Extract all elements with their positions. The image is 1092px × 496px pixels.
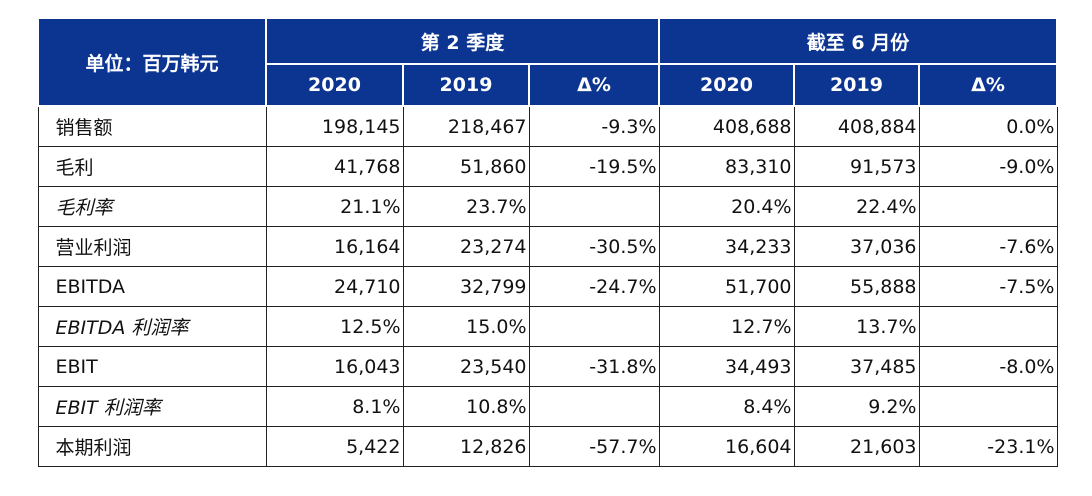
row-label: 毛利 xyxy=(37,146,267,187)
ytd-2019-cell: 408,884 xyxy=(793,105,920,147)
q2-2019-cell: 218,467 xyxy=(402,105,530,147)
q2-2020-cell: 41,768 xyxy=(265,146,404,187)
financial-results-table: 单位：百万韩元 第 2 季度 截至 6 月份 2020 2019 Δ% 2020… xyxy=(37,17,1058,467)
table-row: 本期利润 5,422 12,826 -57.7% 16,604 21,603 -… xyxy=(37,426,1058,467)
table-row: EBIT 16,043 23,540 -31.8% 34,493 37,485 … xyxy=(37,346,1058,387)
q2-delta-cell: -57.7% xyxy=(528,426,660,467)
ytd-2019-cell: 37,036 xyxy=(793,226,920,267)
q2-delta-cell: -9.3% xyxy=(528,105,660,147)
q2-2019-cell: 15.0% xyxy=(402,306,530,347)
q2-2019-cell: 23,274 xyxy=(402,226,530,267)
ytd-2020-cell: 408,688 xyxy=(658,105,795,147)
ytd-2019-cell: 55,888 xyxy=(793,266,920,307)
ytd-2020-cell: 16,604 xyxy=(658,426,795,467)
q2-2020-cell: 12.5% xyxy=(265,306,404,347)
q2-2020-cell: 8.1% xyxy=(265,386,404,427)
row-label: 毛利率 xyxy=(37,186,267,227)
q2-2019-cell: 32,799 xyxy=(402,266,530,307)
q2-2020-cell: 21.1% xyxy=(265,186,404,227)
q2-delta-cell: -19.5% xyxy=(528,146,660,187)
ytd-delta-cell: -8.0% xyxy=(918,346,1058,387)
q2-2019-cell: 10.8% xyxy=(402,386,530,427)
q2-delta-cell xyxy=(528,386,660,427)
ytd-2019-cell: 37,485 xyxy=(793,346,920,387)
q2-delta-header: Δ% xyxy=(528,63,660,107)
row-label: 本期利润 xyxy=(37,426,267,467)
table-row: 销售额 198,145 218,467 -9.3% 408,688 408,88… xyxy=(37,105,1058,147)
ytd-2020-cell: 8.4% xyxy=(658,386,795,427)
ytd-delta-cell: 0.0% xyxy=(918,105,1058,147)
q2-2020-cell: 198,145 xyxy=(265,105,404,147)
ytd-2020-cell: 12.7% xyxy=(658,306,795,347)
q2-delta-cell: -30.5% xyxy=(528,226,660,267)
ytd-2019-cell: 21,603 xyxy=(793,426,920,467)
row-label: EBIT 利润率 xyxy=(37,386,267,427)
unit-header: 单位：百万韩元 xyxy=(37,17,267,107)
ytd-delta-cell: -9.0% xyxy=(918,146,1058,187)
table-row: 毛利率 21.1% 23.7% 20.4% 22.4% xyxy=(37,186,1058,227)
ytd-delta-cell xyxy=(918,306,1058,347)
row-label: 营业利润 xyxy=(37,226,267,267)
table-row: EBITDA 24,710 32,799 -24.7% 51,700 55,88… xyxy=(37,266,1058,307)
ytd-group-header: 截至 6 月份 xyxy=(658,17,1058,65)
ytd-2019-cell: 13.7% xyxy=(793,306,920,347)
ytd-2020-cell: 83,310 xyxy=(658,146,795,187)
ytd-2020-cell: 34,493 xyxy=(658,346,795,387)
q2-2019-cell: 51,860 xyxy=(402,146,530,187)
ytd-2020-cell: 51,700 xyxy=(658,266,795,307)
table-row: 营业利润 16,164 23,274 -30.5% 34,233 37,036 … xyxy=(37,226,1058,267)
ytd-delta-cell xyxy=(918,186,1058,227)
ytd-2020-header: 2020 xyxy=(658,63,795,107)
q2-2020-cell: 16,164 xyxy=(265,226,404,267)
q2-delta-cell xyxy=(528,306,660,347)
ytd-2019-cell: 22.4% xyxy=(793,186,920,227)
q2-2019-cell: 23.7% xyxy=(402,186,530,227)
q2-2020-header: 2020 xyxy=(265,63,404,107)
row-label: EBITDA 利润率 xyxy=(37,306,267,347)
header-row-groups: 单位：百万韩元 第 2 季度 截至 6 月份 xyxy=(37,17,1058,107)
q2-delta-cell: -24.7% xyxy=(528,266,660,307)
table-row: EBITDA 利润率 12.5% 15.0% 12.7% 13.7% xyxy=(37,306,1058,347)
row-label: 销售额 xyxy=(37,105,267,147)
header-row-columns: 2020 2019 Δ% 2020 2019 Δ% xyxy=(38,63,1058,107)
ytd-2019-cell: 9.2% xyxy=(793,386,920,427)
ytd-delta-cell: -7.6% xyxy=(918,226,1058,267)
q2-2019-header: 2019 xyxy=(402,63,530,107)
table-row: 毛利 41,768 51,860 -19.5% 83,310 91,573 -9… xyxy=(37,146,1058,187)
ytd-2020-cell: 34,233 xyxy=(658,226,795,267)
row-label: EBITDA xyxy=(37,266,267,307)
q2-2019-cell: 23,540 xyxy=(402,346,530,387)
q2-2020-cell: 5,422 xyxy=(265,426,404,467)
ytd-2019-header: 2019 xyxy=(793,63,920,107)
ytd-delta-cell: -7.5% xyxy=(918,266,1058,307)
table-row: EBIT 利润率 8.1% 10.8% 8.4% 9.2% xyxy=(37,386,1058,427)
q2-delta-cell xyxy=(528,186,660,227)
ytd-delta-cell: -23.1% xyxy=(918,426,1058,467)
ytd-2019-cell: 91,573 xyxy=(793,146,920,187)
ytd-delta-header: Δ% xyxy=(918,63,1058,107)
row-label: EBIT xyxy=(37,346,267,387)
q2-2020-cell: 24,710 xyxy=(265,266,404,307)
q2-group-header: 第 2 季度 xyxy=(265,17,660,65)
q2-2019-cell: 12,826 xyxy=(402,426,530,467)
q2-delta-cell: -31.8% xyxy=(528,346,660,387)
q2-2020-cell: 16,043 xyxy=(265,346,404,387)
ytd-2020-cell: 20.4% xyxy=(658,186,795,227)
ytd-delta-cell xyxy=(918,386,1058,427)
